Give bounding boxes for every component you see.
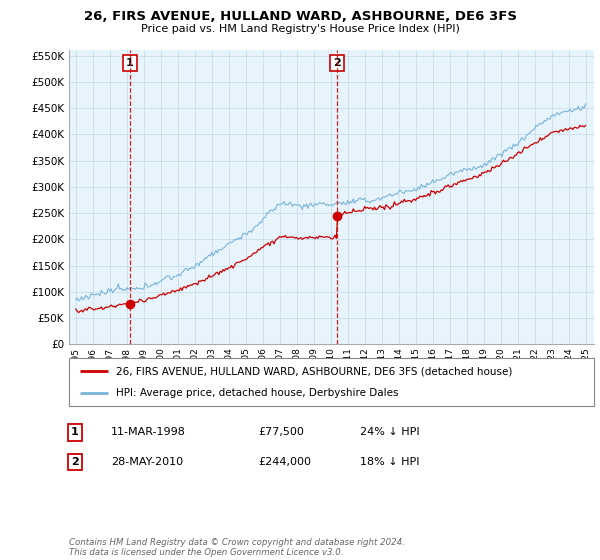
Text: HPI: Average price, detached house, Derbyshire Dales: HPI: Average price, detached house, Derb…: [116, 388, 399, 398]
Text: 11-MAR-1998: 11-MAR-1998: [111, 427, 186, 437]
Text: 2: 2: [334, 58, 341, 68]
Text: £244,000: £244,000: [258, 457, 311, 467]
Text: 28-MAY-2010: 28-MAY-2010: [111, 457, 183, 467]
Text: 2: 2: [71, 457, 79, 467]
Text: 26, FIRS AVENUE, HULLAND WARD, ASHBOURNE, DE6 3FS (detached house): 26, FIRS AVENUE, HULLAND WARD, ASHBOURNE…: [116, 366, 512, 376]
Text: 24% ↓ HPI: 24% ↓ HPI: [360, 427, 419, 437]
Text: 1: 1: [71, 427, 79, 437]
Text: 1: 1: [126, 58, 134, 68]
Text: 26, FIRS AVENUE, HULLAND WARD, ASHBOURNE, DE6 3FS: 26, FIRS AVENUE, HULLAND WARD, ASHBOURNE…: [83, 10, 517, 22]
Text: Price paid vs. HM Land Registry's House Price Index (HPI): Price paid vs. HM Land Registry's House …: [140, 24, 460, 34]
Text: Contains HM Land Registry data © Crown copyright and database right 2024.
This d: Contains HM Land Registry data © Crown c…: [69, 538, 405, 557]
Text: £77,500: £77,500: [258, 427, 304, 437]
Text: 18% ↓ HPI: 18% ↓ HPI: [360, 457, 419, 467]
